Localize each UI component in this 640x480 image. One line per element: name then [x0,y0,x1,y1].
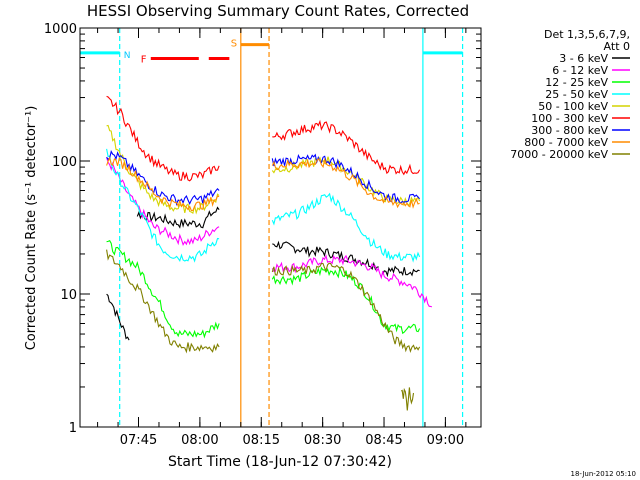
plot-frame [79,27,482,428]
y-tick-label: 1 [69,421,77,436]
series-line-6-0 [106,149,220,206]
legend-entry-label: 25 - 50 keV [545,88,608,101]
y-tick-label: 100 [52,155,77,170]
y-tick-label: 1000 [44,22,77,37]
series-line-3-0 [106,148,220,263]
series-line-0-1 [136,206,220,229]
interval-markers: N F S [80,28,464,427]
series-line-6-1 [271,153,421,204]
series-line-0-3 [382,265,420,278]
series-line-1-1 [271,254,433,308]
legend-entry-label: 50 - 100 keV [538,100,608,113]
legend-entry-label: 6 - 12 keV [552,64,608,77]
legend-entry-label: 300 - 800 keV [531,124,608,137]
legend-entry-label: 3 - 6 keV [559,52,608,65]
x-tick-label: 09:00 [427,433,464,448]
x-tick-label: 08:30 [304,433,341,448]
chart-title: HESSI Observing Summary Count Rates, Cor… [87,2,469,20]
series-lines [106,95,433,411]
legend-header-line: Att 0 [604,40,630,53]
series-line-7-1 [271,157,420,209]
y-axis-label: Corrected Count Rate (s⁻¹ detector⁻¹) [24,106,39,351]
series-line-5-1 [272,119,421,176]
flare-label: F [141,54,147,65]
x-axis-label: Start Time (18-Jun-12 07:30:42) [168,454,392,470]
x-tick-label: 07:45 [120,433,157,448]
series-line-7-0 [106,156,220,212]
legend-entry-label: 800 - 7000 keV [524,136,608,149]
x-tick-label: 08:45 [365,433,402,448]
saa-label: S [231,39,237,50]
x-tick-label: 08:15 [243,433,280,448]
axes: 1 10 100 1000 07:45 08:00 08:15 08:30 08:45 09:00 [44,22,481,448]
legend-entry-label: 100 - 300 keV [531,112,608,125]
series-line-8-2 [400,387,415,411]
x-tick-label: 08:00 [181,433,218,448]
series-line-5-0 [106,95,220,182]
series-line-2-0 [106,239,220,339]
series-line-4-1 [271,156,421,207]
series-line-3-1 [271,192,421,263]
series-line-0-0 [106,293,130,341]
footer-stamp: 18-Jun-2012 05:10 [571,470,637,478]
series-line-8-0 [106,249,220,354]
series-line-8-1 [271,262,421,353]
legend-header-line: Det 1,3,5,6,7,9, [544,28,630,41]
legend-entry-label: 7000 - 20000 keV [510,148,608,161]
night-label: N [124,51,131,61]
y-tick-label: 10 [60,288,77,303]
legend-entry-label: 12 - 25 keV [545,76,608,89]
